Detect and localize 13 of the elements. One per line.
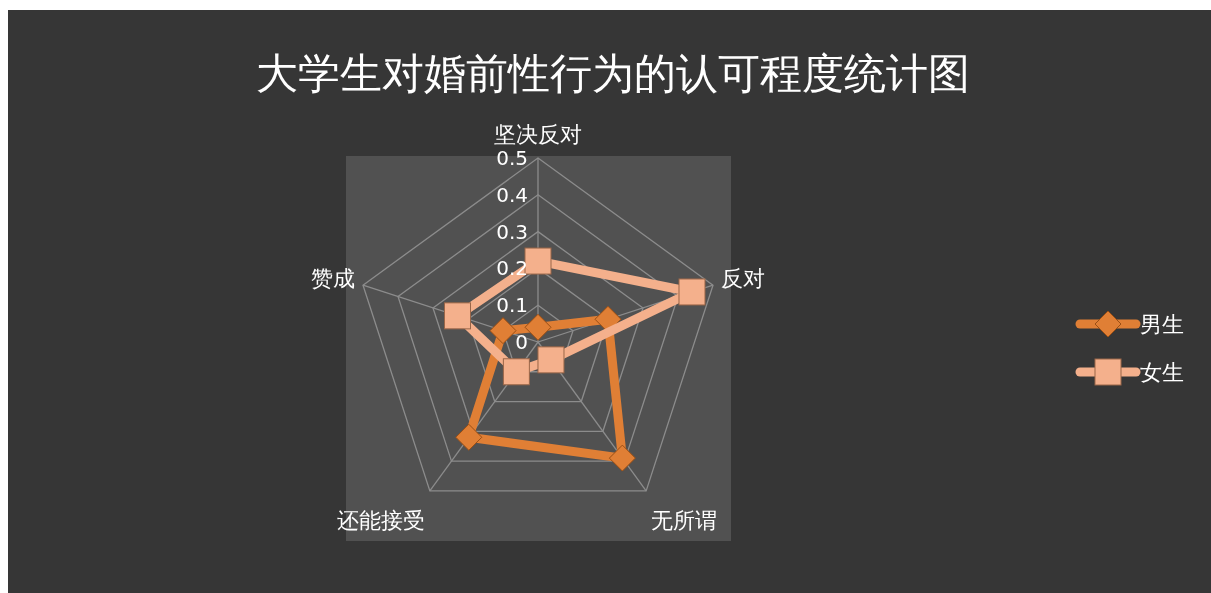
legend-label: 女生 xyxy=(1140,360,1184,385)
spoke-label: 坚决反对 xyxy=(494,122,582,147)
spoke-label: 赞成 xyxy=(311,265,356,291)
y-tick-label: 0.1 xyxy=(496,293,528,318)
y-tick-label: 0.5 xyxy=(496,146,528,170)
legend-label: 男生 xyxy=(1140,312,1184,337)
spoke-label: 还能接受 xyxy=(337,508,426,534)
chart-title: 大学生对婚前性行为的认可程度统计图 xyxy=(256,49,970,98)
y-tick-label: 0.4 xyxy=(496,182,528,207)
y-tick-label: 0.3 xyxy=(496,219,528,244)
spoke-label: 无所谓 xyxy=(650,508,717,534)
y-tick-label: 0 xyxy=(515,330,528,354)
spoke-label: 反对 xyxy=(720,265,765,291)
